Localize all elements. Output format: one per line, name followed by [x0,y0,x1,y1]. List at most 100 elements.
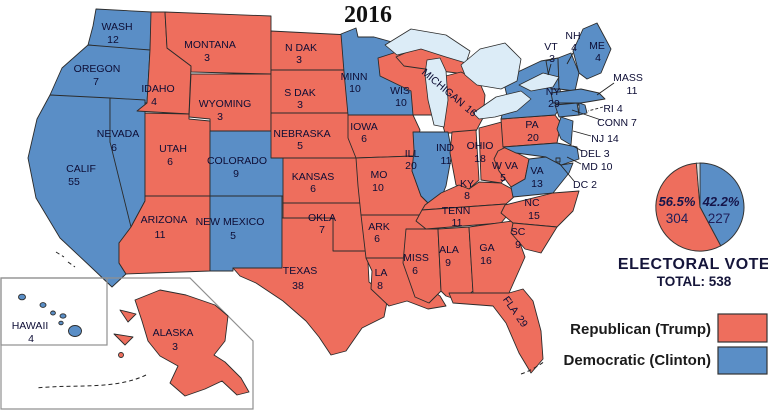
pie-democratic-votes: 227 [708,211,731,226]
state-label-me: ME [589,40,605,52]
state-votes-ky: 8 [464,190,470,202]
pie-slice-other [695,162,701,208]
state-label-miss: MISS [403,252,429,264]
coastal-islands [55,251,546,375]
state-label-ill: ILL [405,148,420,160]
state-shape-me [572,22,612,80]
state-label-oregon: OREGON [74,63,121,75]
state-label-utah: UTAH [159,143,187,155]
electoral-pie-chart: 56.5% 304 42.2% 227 ELECTORAL VOTE TOTAL… [618,162,768,289]
state-votes-vt: 3 [549,53,555,65]
lake-michigan [424,57,449,128]
state-shape-nh [557,52,580,92]
state-votes-sc: 9 [515,239,521,251]
lake-erie [472,90,532,120]
state-votes-nc: 15 [528,210,540,222]
state-votes-ark: 6 [374,233,380,245]
legend-democratic-swatch [717,346,768,375]
state-label-montana: MONTANA [184,39,236,51]
state-label-sc: SC [511,226,526,238]
hawaii-island-3 [50,310,56,316]
state-shape-fla [448,288,544,374]
state-votes-arizona: 11 [155,229,166,241]
state-labels: WASH 12 OREGON 7 CALIF 55 NEVADA 6 IDAHO… [66,21,643,330]
hawaii-island-big [68,325,82,337]
state-shape-mass [550,88,606,104]
pie-slice-republican [655,162,722,252]
state-votes-ohio: 18 [474,153,486,165]
state-votes-ala: 9 [445,257,451,269]
state-label-iowa: IOWA [350,121,378,133]
state-shape-dc [555,157,561,163]
state-votes-okla: 7 [319,224,325,236]
inset-outer-box [0,277,254,410]
page-title: 2016 [344,2,392,28]
state-label-ark: ARK [368,221,390,233]
lake-ontario [518,72,560,92]
state-votes-tenn: 11 [452,217,463,229]
state-label-s-dak: S DAK [284,87,316,99]
state-label-ala: ALA [439,244,459,256]
state-votes-va: 13 [531,178,543,190]
hawaii-island-5 [58,320,64,326]
state-label-wyoming: WYOMING [199,98,252,110]
state-label-tenn: TENN [442,205,471,217]
state-votes-nevada: 6 [111,142,117,154]
state-votes-ill: 20 [405,160,417,172]
state-votes-n-dak: 3 [296,54,302,66]
state-label-ga: GA [479,242,494,254]
state-label-la: LA [375,267,388,279]
state-votes-ny: 29 [548,98,560,110]
inset-alaska-hawaii: HAWAII 4 ALASKA 3 [0,277,254,410]
state-shape-ri [578,102,588,116]
state-label-wash: WASH [101,21,132,33]
state-votes-me: 4 [595,52,601,64]
legend: Republican (Trump) Democratic (Clinton) [563,313,768,375]
state-votes-wash: 12 [107,34,119,46]
state-label-wis: WIS [390,85,410,97]
alaska-southwest-peninsula [113,333,134,346]
state-votes-miss: 6 [412,265,418,277]
state-label-texas: TEXAS [283,265,317,277]
state-votes-ga: 16 [480,255,492,267]
state-votes-mo: 10 [372,182,384,194]
legend-democratic-label: Democratic (Clinton) [563,352,711,369]
state-label-va: VA [530,165,543,177]
state-label-conn: CONN 7 [597,117,637,129]
state-shape-alaska [134,289,250,397]
state-votes-calif: 55 [68,176,80,188]
state-label-okla: OKLA [308,212,336,224]
state-label-dc: DC 2 [573,179,597,191]
state-label-w-va: W VA [492,160,518,172]
state-votes-minn: 10 [349,83,361,95]
state-label-nebraska: NEBRASKA [273,128,330,140]
state-label-hawaii: HAWAII [12,320,49,332]
pie-republican-votes: 304 [666,211,689,226]
callout-lines [547,52,615,182]
state-label-new-mexico: NEW MEXICO [196,216,265,228]
alaska-west-peninsula [119,309,137,323]
pie-republican-pct: 56.5% [659,194,696,209]
state-shape-nj [556,116,574,146]
state-label-ohio: OHIO [467,140,494,152]
state-label-nh: NH [565,30,580,42]
state-label-arizona: ARIZONA [141,214,188,226]
alaska-island [118,352,124,358]
state-label-md: MD 10 [581,161,612,173]
state-votes-iowa: 6 [361,133,367,145]
state-votes-new-mexico: 5 [230,230,236,242]
state-votes-s-dak: 3 [297,99,303,111]
state-votes-wyoming: 3 [217,111,223,123]
state-votes-utah: 6 [167,156,173,168]
pie-slice-democratic [699,162,745,247]
state-label-mass: MASS [613,72,643,84]
state-label-calif: CALIF [66,163,96,175]
state-label-mo: MO [371,169,388,181]
state-shape-sc [510,222,558,254]
state-label-ky: KY [460,178,474,190]
state-votes-idaho: 4 [151,96,157,108]
state-label-nevada: NEVADA [97,128,139,140]
state-votes-hawaii: 4 [28,333,34,345]
state-label-ny: NY [546,86,561,98]
state-votes-wis: 10 [395,97,407,109]
